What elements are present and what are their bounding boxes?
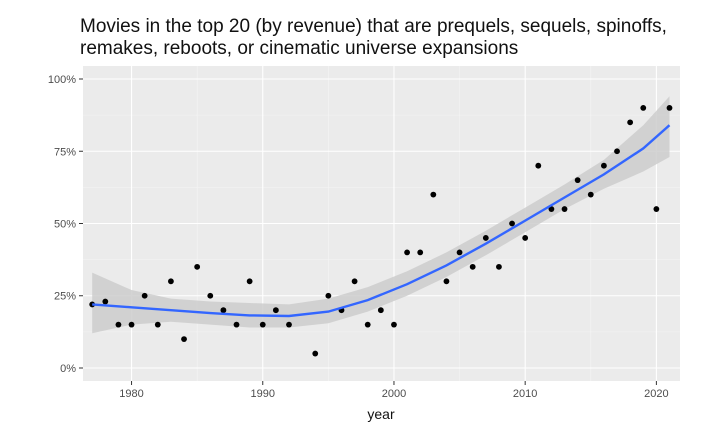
chart-title-line-2: remakes, reboots, or cinematic universe …: [80, 38, 519, 59]
data-point: [194, 263, 201, 270]
data-point: [496, 263, 502, 270]
data-point: [351, 278, 358, 285]
data-point: [115, 321, 122, 328]
data-point: [286, 321, 292, 328]
data-point: [233, 321, 240, 328]
data-point: [89, 301, 96, 308]
y-axis-ticks: 0% 25% 50% 75% 100%: [48, 74, 83, 375]
data-point: [128, 321, 135, 328]
data-point: [325, 292, 332, 299]
data-point: [522, 235, 529, 241]
data-point: [456, 249, 463, 256]
data-point: [640, 105, 647, 111]
data-point: [312, 350, 319, 357]
y-tick-label: 100%: [48, 74, 76, 86]
data-point: [220, 307, 227, 314]
data-point: [102, 298, 109, 305]
data-point: [548, 206, 555, 212]
x-tick-label: 1990: [251, 388, 275, 400]
data-points: [89, 105, 673, 357]
data-point: [391, 321, 397, 328]
data-point: [574, 177, 581, 184]
y-tick-label: 75%: [54, 146, 76, 158]
data-point: [141, 292, 148, 299]
data-point: [430, 191, 437, 198]
x-tick-label: 2020: [644, 388, 668, 400]
data-point: [154, 321, 161, 328]
data-point: [666, 105, 673, 111]
chart-title-line-1: Movies in the top 20 (by revenue) that a…: [80, 16, 667, 37]
data-point: [561, 206, 568, 212]
data-point: [627, 119, 634, 126]
data-point: [404, 249, 410, 256]
y-tick-label: 0%: [60, 363, 76, 375]
y-tick-label: 25%: [54, 291, 76, 303]
x-tick-label: 1980: [119, 388, 143, 400]
x-tick-label: 2000: [382, 388, 406, 400]
data-point: [587, 191, 594, 198]
data-point: [246, 278, 253, 285]
data-point: [600, 162, 607, 169]
data-point: [614, 148, 620, 155]
data-point: [417, 249, 424, 256]
data-point: [443, 278, 450, 285]
data-point: [469, 263, 476, 270]
y-tick-label: 50%: [54, 219, 76, 231]
chart-title: Movies in the top 20 (by revenue) that a…: [80, 16, 700, 60]
data-point: [207, 292, 214, 299]
grid-major: [83, 66, 680, 381]
data-point: [482, 235, 489, 241]
data-point: [272, 307, 279, 314]
smooth-trend-line: [92, 124, 671, 318]
data-point: [259, 321, 266, 328]
data-point: [535, 162, 542, 169]
data-point: [509, 220, 515, 227]
data-point: [364, 321, 371, 328]
data-point: [181, 336, 187, 342]
x-axis-title: year: [367, 406, 395, 422]
x-tick-label: 2010: [513, 388, 537, 400]
x-axis-ticks: 1980 1990 2000 2010 2020: [119, 381, 669, 400]
data-point: [377, 307, 384, 314]
data-point: [168, 278, 174, 285]
data-point: [653, 206, 660, 212]
